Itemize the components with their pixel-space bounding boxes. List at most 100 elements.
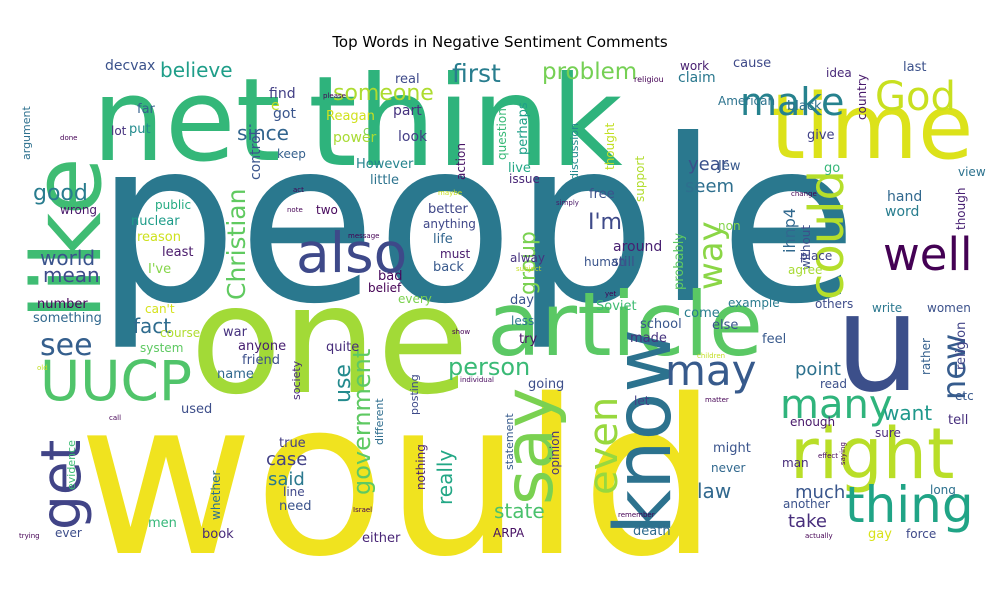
- word-show: show: [452, 328, 470, 336]
- word-nothing: nothing: [414, 444, 428, 490]
- word-look: look: [398, 129, 428, 145]
- word-example: example: [728, 296, 780, 310]
- word-rather: rather: [919, 338, 933, 375]
- word-note: note: [287, 206, 303, 214]
- word-subject: subject: [516, 265, 542, 273]
- word-think: think: [308, 50, 623, 195]
- word-well: well: [883, 228, 973, 281]
- word-use: use: [331, 364, 356, 403]
- word-someone: someone: [333, 81, 434, 106]
- word-get: get: [29, 440, 93, 530]
- word-quite: quite: [326, 340, 359, 355]
- word-may: may: [665, 346, 757, 395]
- word-way: way: [691, 221, 731, 290]
- word-book: book: [202, 527, 234, 542]
- word-men: men: [148, 516, 177, 531]
- word-c: c: [363, 124, 370, 138]
- word-know: know: [599, 329, 689, 535]
- word-effect: effect: [818, 452, 838, 460]
- word-actually: actually: [805, 532, 833, 540]
- word-year: year: [688, 154, 729, 175]
- word-remember: remember: [618, 511, 655, 519]
- word-old: old: [37, 364, 48, 372]
- word-read: read: [820, 377, 847, 391]
- word-find: find: [269, 86, 296, 102]
- word-far: far: [137, 102, 156, 117]
- word-action: action: [454, 143, 468, 180]
- word-group: group: [516, 231, 541, 295]
- word-reagan: Reagan: [326, 109, 375, 124]
- word-discussion: discussion: [568, 123, 581, 180]
- word-put: put: [129, 122, 151, 137]
- word-really: really: [433, 450, 457, 505]
- word-e: e: [271, 98, 280, 114]
- word-public: public: [155, 198, 191, 212]
- word-reason: reason: [137, 230, 181, 245]
- word-back: back: [433, 260, 464, 275]
- word-thought: thought: [603, 123, 617, 170]
- word-agree: agree: [788, 263, 822, 277]
- word-true: true: [279, 436, 306, 451]
- word-number: number: [37, 297, 88, 312]
- word-argument: argument: [20, 106, 33, 160]
- word-something: something: [33, 311, 102, 326]
- word-power: power: [333, 130, 377, 146]
- word-i-ve: I've: [148, 262, 171, 277]
- word-work: work: [680, 59, 709, 73]
- word-act: act: [293, 186, 304, 194]
- word-thing: thing: [845, 476, 974, 534]
- word-better: better: [428, 202, 468, 217]
- word-much: much: [795, 482, 845, 503]
- word-nuclear: nuclear: [131, 214, 180, 229]
- word-arpa: ARPA: [493, 526, 525, 540]
- word-government: government: [348, 349, 376, 495]
- word-done: done: [60, 134, 77, 142]
- word-etc: etc: [955, 389, 974, 403]
- word-non: non: [718, 219, 741, 233]
- word-cause: cause: [733, 56, 771, 71]
- word-write: write: [872, 301, 902, 315]
- word-life: life: [433, 232, 453, 247]
- word-belief: belief: [368, 281, 402, 295]
- word-make: make: [740, 80, 844, 124]
- word-statement: statement: [503, 413, 516, 470]
- word-children: children: [697, 352, 725, 360]
- word-school: school: [640, 317, 682, 332]
- word-person: person: [448, 353, 530, 381]
- word-around: around: [613, 239, 662, 255]
- word-war: war: [223, 325, 248, 340]
- word-trying: trying: [19, 532, 40, 540]
- word-would: would: [78, 353, 718, 600]
- word-two: two: [316, 203, 338, 217]
- word-system: system: [140, 341, 183, 355]
- word-made: made: [630, 331, 667, 346]
- word-another: another: [783, 497, 830, 511]
- word-could: could: [799, 170, 855, 300]
- word-call: call: [109, 414, 121, 422]
- word-different: different: [373, 398, 386, 445]
- word-keep: keep: [277, 147, 306, 161]
- word-might: might: [713, 441, 751, 456]
- word-people: people: [95, 92, 858, 354]
- word-though: though: [954, 188, 968, 230]
- word-see: see: [40, 328, 93, 363]
- word-maybe: maybe: [438, 189, 462, 197]
- word-name: name: [217, 367, 254, 382]
- word-human: human: [584, 255, 626, 269]
- word-friend: friend: [242, 353, 280, 368]
- word-please: please: [323, 92, 346, 100]
- word-anyone: anyone: [238, 339, 286, 354]
- word-problem: problem: [542, 59, 637, 85]
- word-lot: lot: [111, 124, 127, 138]
- word-christian: Christian: [222, 189, 251, 300]
- word-black: black: [787, 99, 822, 114]
- word-else: else: [712, 318, 738, 333]
- word-live: live: [508, 161, 531, 176]
- word-whether: whether: [209, 471, 223, 520]
- word-however: However: [356, 157, 414, 172]
- word-law: law: [697, 479, 731, 503]
- word-even: even: [581, 397, 627, 495]
- word-never: never: [711, 461, 745, 475]
- word-long: long: [930, 483, 956, 497]
